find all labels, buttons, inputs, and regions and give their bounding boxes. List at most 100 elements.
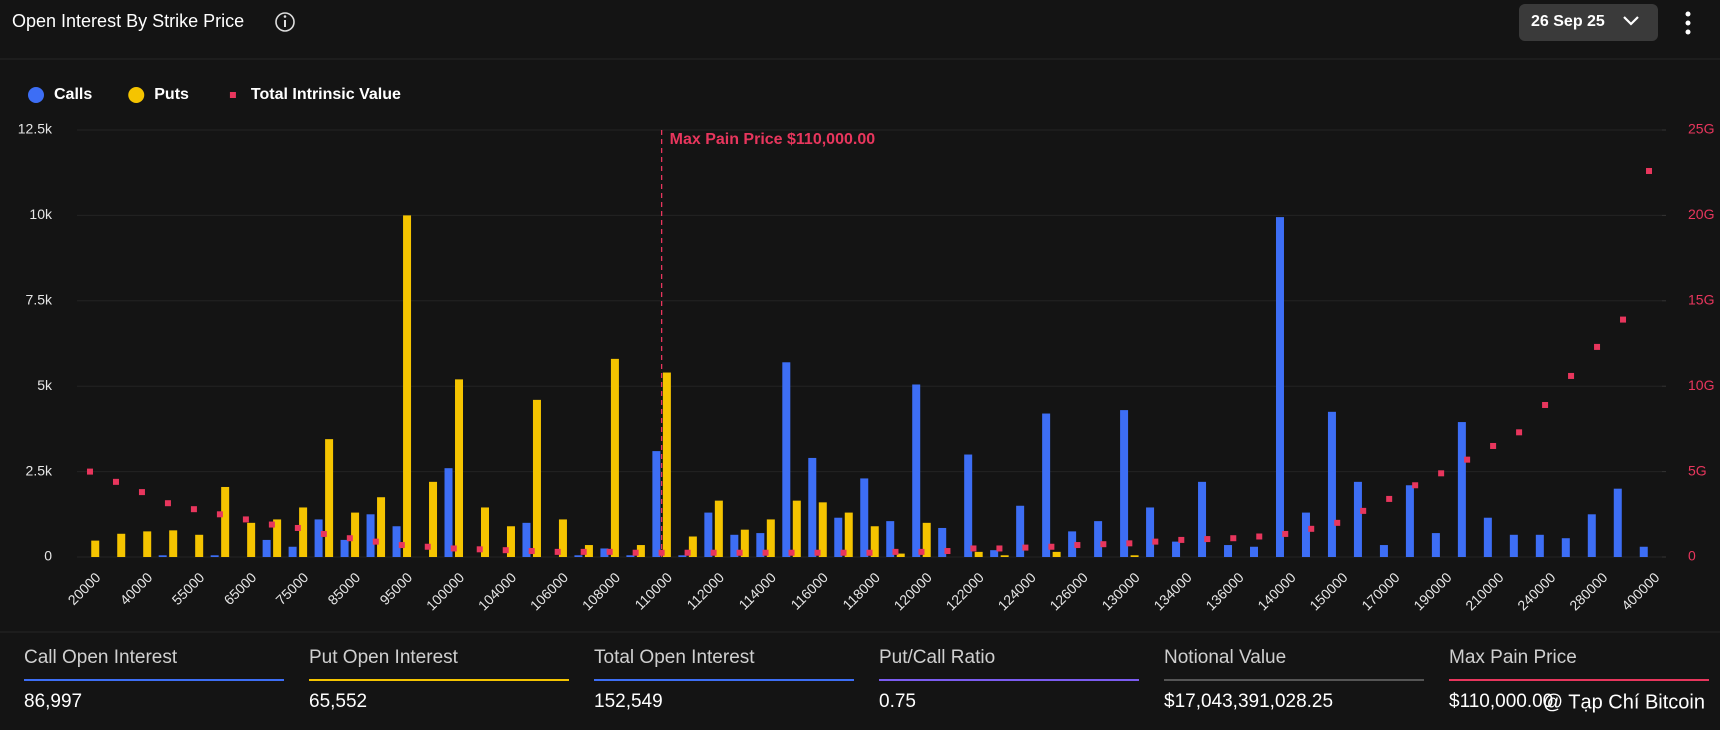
y-tick-label: 12.5k	[18, 121, 53, 137]
bar	[678, 555, 687, 557]
intrinsic-point	[320, 530, 327, 537]
intrinsic-point	[268, 521, 275, 528]
y2-tick-label: 10G	[1688, 377, 1714, 393]
bar	[1561, 538, 1570, 557]
bar	[808, 457, 817, 557]
bar	[652, 451, 661, 557]
bar	[870, 526, 879, 557]
intrinsic-point	[814, 549, 821, 556]
bar	[860, 478, 869, 557]
legend-label: Puts	[154, 86, 189, 103]
bar	[974, 551, 983, 557]
intrinsic-point	[112, 478, 119, 485]
annotation: Max Pain Price $110,000.00	[670, 131, 876, 148]
info-icon[interactable]	[275, 12, 295, 32]
y2-tick-label: 0	[1688, 548, 1696, 564]
bar	[377, 497, 386, 557]
bar	[455, 379, 464, 557]
stat-label: Notional Value	[1164, 647, 1286, 668]
watermark: @ Tạp Chí Bitcoin	[1543, 691, 1705, 713]
bar	[792, 500, 801, 557]
intrinsic-point	[1386, 495, 1393, 502]
intrinsic-point	[788, 549, 795, 556]
menu-button[interactable]	[1685, 11, 1691, 35]
stat-value: $17,043,391,028.25	[1164, 691, 1333, 712]
bar	[782, 362, 791, 557]
intrinsic-point	[138, 489, 145, 496]
intrinsic-point	[996, 545, 1003, 552]
legend-marker	[128, 87, 145, 103]
bar	[990, 550, 999, 557]
y2-tick-label: 25G	[1688, 121, 1714, 137]
bar	[1353, 481, 1362, 557]
intrinsic-point	[450, 545, 457, 552]
bar	[574, 555, 583, 557]
intrinsic-point	[1542, 401, 1549, 408]
bar	[1483, 517, 1492, 557]
stat-label: Call Open Interest	[24, 647, 178, 668]
intrinsic-point	[190, 506, 197, 513]
date-label: 26 Sep 25	[1531, 13, 1605, 30]
bar	[1068, 531, 1077, 557]
intrinsic-point	[294, 524, 301, 531]
stat-value: 0.75	[879, 691, 916, 712]
bar	[169, 530, 178, 557]
intrinsic-point	[86, 468, 93, 475]
intrinsic-point	[1100, 541, 1107, 548]
bar	[922, 522, 931, 557]
stat-value: 86,997	[24, 691, 82, 712]
intrinsic-point	[1360, 507, 1367, 514]
stat-value: 152,549	[594, 691, 663, 712]
legend-marker	[28, 87, 44, 103]
bar	[912, 384, 921, 557]
date-selector[interactable]: 26 Sep 25	[1519, 4, 1658, 41]
intrinsic-point	[1308, 525, 1315, 532]
intrinsic-point	[762, 549, 769, 556]
bar	[1405, 485, 1414, 557]
bar	[158, 555, 167, 557]
y2-tick-label: 20G	[1688, 206, 1714, 222]
intrinsic-point	[1204, 536, 1211, 543]
bar	[714, 500, 723, 557]
bar	[626, 555, 635, 557]
bar	[1587, 514, 1596, 557]
legend-label: Total Intrinsic Value	[251, 86, 401, 103]
bar	[143, 531, 152, 557]
bar	[964, 454, 973, 557]
bar	[1379, 545, 1388, 557]
bar	[314, 519, 323, 557]
intrinsic-point	[1282, 530, 1289, 537]
bar	[522, 522, 531, 557]
intrinsic-point	[1256, 533, 1263, 540]
stat-value: $110,000.00	[1449, 691, 1553, 712]
bar	[273, 519, 282, 557]
bar	[1431, 533, 1440, 557]
bar	[610, 358, 619, 557]
intrinsic-point	[346, 535, 353, 542]
intrinsic-point	[528, 548, 535, 555]
intrinsic-point	[1074, 542, 1081, 549]
intrinsic-point	[684, 549, 691, 556]
bar	[1301, 512, 1310, 557]
bar	[247, 522, 256, 557]
intrinsic-point	[242, 516, 249, 523]
bar	[480, 507, 489, 557]
bar	[262, 539, 271, 557]
bar	[506, 526, 515, 557]
bar	[740, 529, 749, 557]
intrinsic-point	[372, 538, 379, 545]
y-tick-label: 5k	[37, 377, 53, 393]
bar	[1639, 546, 1648, 557]
intrinsic-point	[1620, 316, 1627, 323]
bar	[1327, 411, 1336, 557]
intrinsic-point	[502, 547, 509, 554]
legend-marker	[229, 92, 236, 98]
y2-tick-label: 15G	[1688, 292, 1714, 308]
stat-label: Max Pain Price	[1449, 647, 1577, 668]
bar	[1120, 410, 1129, 557]
bar	[392, 526, 401, 557]
bar	[403, 215, 412, 557]
bar	[1172, 541, 1181, 557]
